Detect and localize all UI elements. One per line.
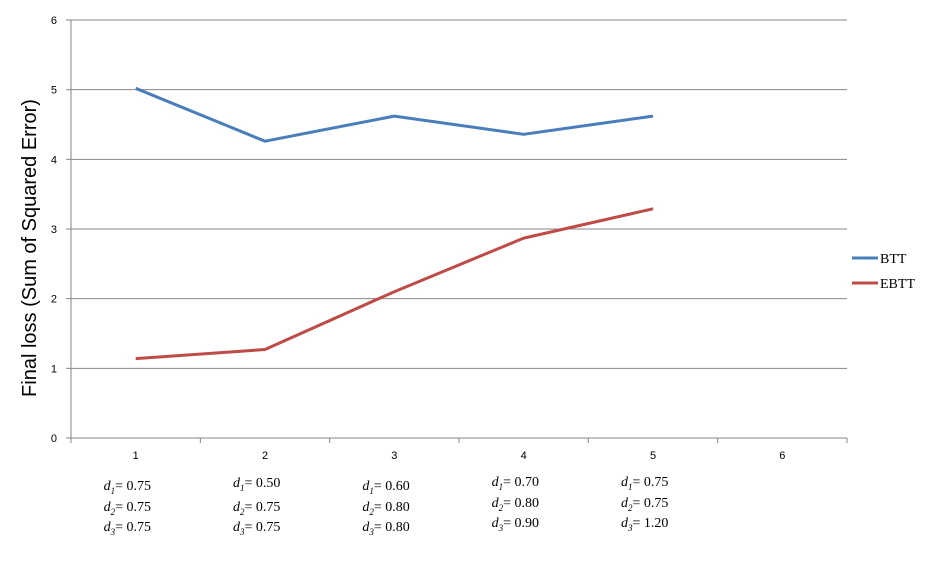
parameter-labels: d1= 0.75 d2= 0.75 d3= 0.75 d1= 0.50 d2= 0.75…	[104, 475, 669, 537]
param-label-line: d1= 0.75	[104, 479, 151, 496]
series-line-ebtt	[135, 207, 654, 361]
param-label-line: d1= 0.60	[362, 479, 409, 496]
series-line-btt	[135, 86, 654, 143]
y-tick-label: 6	[51, 15, 57, 27]
y-axis-label: Final loss (Sum of Squared Error)	[19, 99, 41, 397]
param-label-line: d1= 0.70	[492, 475, 539, 492]
param-label-line: d1= 0.75	[621, 475, 668, 492]
x-tick-label: 1	[133, 450, 139, 462]
y-tick-label: 2	[51, 294, 57, 306]
param-label-line: d2= 0.75	[104, 500, 151, 517]
y-tick-label: 1	[51, 363, 57, 375]
legend-label: BTT	[880, 252, 907, 267]
param-label-line: d3= 1.20	[621, 516, 668, 533]
y-tick-label: 5	[51, 85, 57, 97]
param-label-line: d2= 0.80	[492, 496, 539, 513]
y-tick-label: 0	[51, 433, 57, 445]
y-tick-label: 4	[51, 154, 57, 166]
y-tick-label: 3	[51, 224, 57, 236]
param-label-line: d3= 0.75	[104, 520, 151, 537]
param-label-line: d3= 0.75	[233, 520, 280, 537]
x-tick-label: 2	[262, 450, 268, 462]
param-label-line: d2= 0.80	[362, 500, 409, 517]
legend: BTT EBTT	[852, 252, 915, 292]
param-label-line: d3= 0.90	[492, 516, 539, 533]
axes	[66, 19, 848, 443]
x-tick-label: 4	[521, 450, 527, 462]
legend-label: EBTT	[880, 277, 915, 292]
x-tick-label: 6	[779, 450, 785, 462]
series-lines	[135, 86, 654, 361]
x-tick-label: 5	[650, 450, 656, 462]
y-tick-labels: 0 1 2 3 4 5 6	[51, 15, 57, 445]
param-label-line: d2= 0.75	[233, 500, 280, 517]
grid-lines	[71, 19, 847, 369]
x-tick-label: 3	[391, 450, 397, 462]
param-label-line: d3= 0.80	[362, 520, 409, 537]
param-label-line: d1= 0.50	[233, 476, 280, 493]
x-tick-labels: 1 2 3 4 5 6	[133, 450, 786, 462]
param-label-line: d2= 0.75	[621, 496, 668, 513]
